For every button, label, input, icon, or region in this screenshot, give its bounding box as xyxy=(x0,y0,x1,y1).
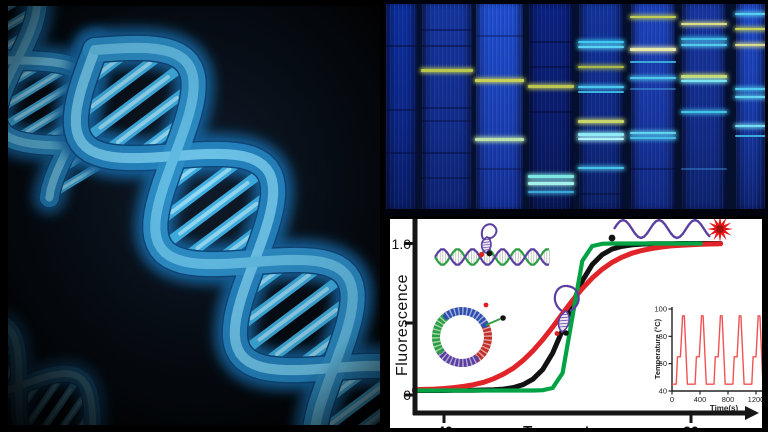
x-tick-90: 90 xyxy=(678,423,704,428)
gel-band xyxy=(630,131,676,134)
gel-band xyxy=(630,16,676,19)
circular-probe-icon xyxy=(432,302,506,367)
gel-band xyxy=(735,88,765,91)
gel-band xyxy=(735,13,765,16)
gel-band xyxy=(735,135,765,138)
inset-x-tick: 400 xyxy=(694,395,707,404)
gel-band xyxy=(681,75,727,79)
gel-band xyxy=(421,68,473,72)
x-axis-arrow xyxy=(745,406,759,420)
inset-y-tick: 40 xyxy=(659,387,667,396)
gel-band xyxy=(528,190,574,193)
gel-band xyxy=(528,110,574,113)
gel-band xyxy=(475,34,524,37)
gel-band xyxy=(681,23,727,26)
inset-y-tick: 60 xyxy=(659,359,667,368)
gel-band xyxy=(681,111,727,114)
gel-band xyxy=(735,124,765,127)
gel-band xyxy=(475,168,524,170)
inset-x-tick: 800 xyxy=(722,395,735,404)
gel-band xyxy=(578,192,624,195)
inset-x-tick: 0 xyxy=(670,395,674,404)
vignette-overlay xyxy=(0,0,384,432)
gel-band xyxy=(578,166,624,169)
gel-band xyxy=(578,85,624,88)
gel-band xyxy=(528,84,574,88)
gel-band xyxy=(528,40,574,43)
gel-band xyxy=(421,151,473,154)
gel-band xyxy=(735,96,765,99)
inset-y-label: Temperature (°C) xyxy=(653,318,662,379)
gel-band xyxy=(386,151,418,154)
gel-lane xyxy=(630,4,676,209)
y-tick-0: 0 xyxy=(403,387,411,403)
cartoon-strand xyxy=(613,219,711,240)
beacon-bound-to-target-icon xyxy=(434,223,550,266)
gel-band xyxy=(630,168,676,170)
inset-x-label: Time(s) xyxy=(710,404,739,413)
gel-lane xyxy=(421,4,473,209)
x-axis-label: Temperature xyxy=(498,423,638,428)
y-tick-1.0: 1.0 xyxy=(391,236,411,252)
inset-temperature-profile xyxy=(672,315,762,385)
gel-band xyxy=(630,48,676,52)
gel-band xyxy=(421,45,473,47)
inset-y-tick: 80 xyxy=(659,332,667,341)
gel-lane xyxy=(681,4,727,209)
gel-band xyxy=(578,133,624,137)
gel-lane xyxy=(578,4,624,209)
gel-band xyxy=(528,65,574,68)
gel-band xyxy=(421,106,473,109)
gel-band xyxy=(421,119,473,122)
gel-electrophoresis-image xyxy=(384,0,768,216)
gel-band xyxy=(386,45,418,47)
curve-red xyxy=(411,241,724,393)
gel-band xyxy=(735,43,765,46)
x-tick-40: 40 xyxy=(432,423,458,428)
gel-band xyxy=(681,80,727,83)
inset-y-tick: 100 xyxy=(654,305,667,314)
melting-curve-figure: 40608010004008001200Temperature (°C)Time… xyxy=(384,216,768,432)
gel-lanes xyxy=(386,4,765,209)
fluorescence-chart: 40 60 80 100 0 400 800 1200 Temperature (°C) Time… xyxy=(405,219,762,423)
y-axis-label: Fluorescence xyxy=(394,273,411,377)
gel-band xyxy=(630,88,676,91)
gel-lane xyxy=(386,4,418,209)
gel-lane xyxy=(735,4,765,209)
dna-helix-photo xyxy=(0,0,384,432)
thermal-cycle-inset: 40 60 80 100 0 400 800 1200 Temperature (°C) Time… xyxy=(653,305,762,413)
gel-band xyxy=(681,38,727,41)
gel-band xyxy=(475,79,524,83)
gel-band xyxy=(735,27,765,30)
gel-band xyxy=(475,137,524,141)
gel-band xyxy=(528,174,574,178)
gel-band xyxy=(681,168,727,170)
gel-band xyxy=(630,60,676,63)
figure-plot-area: 40608010004008001200Temperature (°C)Time… xyxy=(390,219,762,428)
gel-lane xyxy=(475,4,524,209)
free-hairpin-beacon-icon xyxy=(553,284,580,336)
gel-band xyxy=(421,28,473,31)
gel-band xyxy=(681,44,727,47)
gel-band xyxy=(630,136,676,139)
inset-x-tick: 1200 xyxy=(748,395,762,404)
gel-band xyxy=(578,91,624,94)
curve-green xyxy=(412,241,703,393)
dna-helix-illustration xyxy=(0,0,384,432)
unfolded-strand-fluorescing-icon xyxy=(608,219,733,242)
gel-band xyxy=(630,76,676,79)
gel-band xyxy=(578,65,624,68)
gel-band xyxy=(386,108,418,111)
gel-band xyxy=(578,138,624,141)
gel-band xyxy=(578,46,624,49)
gel-lane xyxy=(528,4,574,209)
gel-band xyxy=(578,40,624,43)
gel-band xyxy=(528,181,574,185)
cartoon-strand xyxy=(434,248,549,266)
gel-band xyxy=(578,119,624,123)
gel-band xyxy=(421,177,473,180)
